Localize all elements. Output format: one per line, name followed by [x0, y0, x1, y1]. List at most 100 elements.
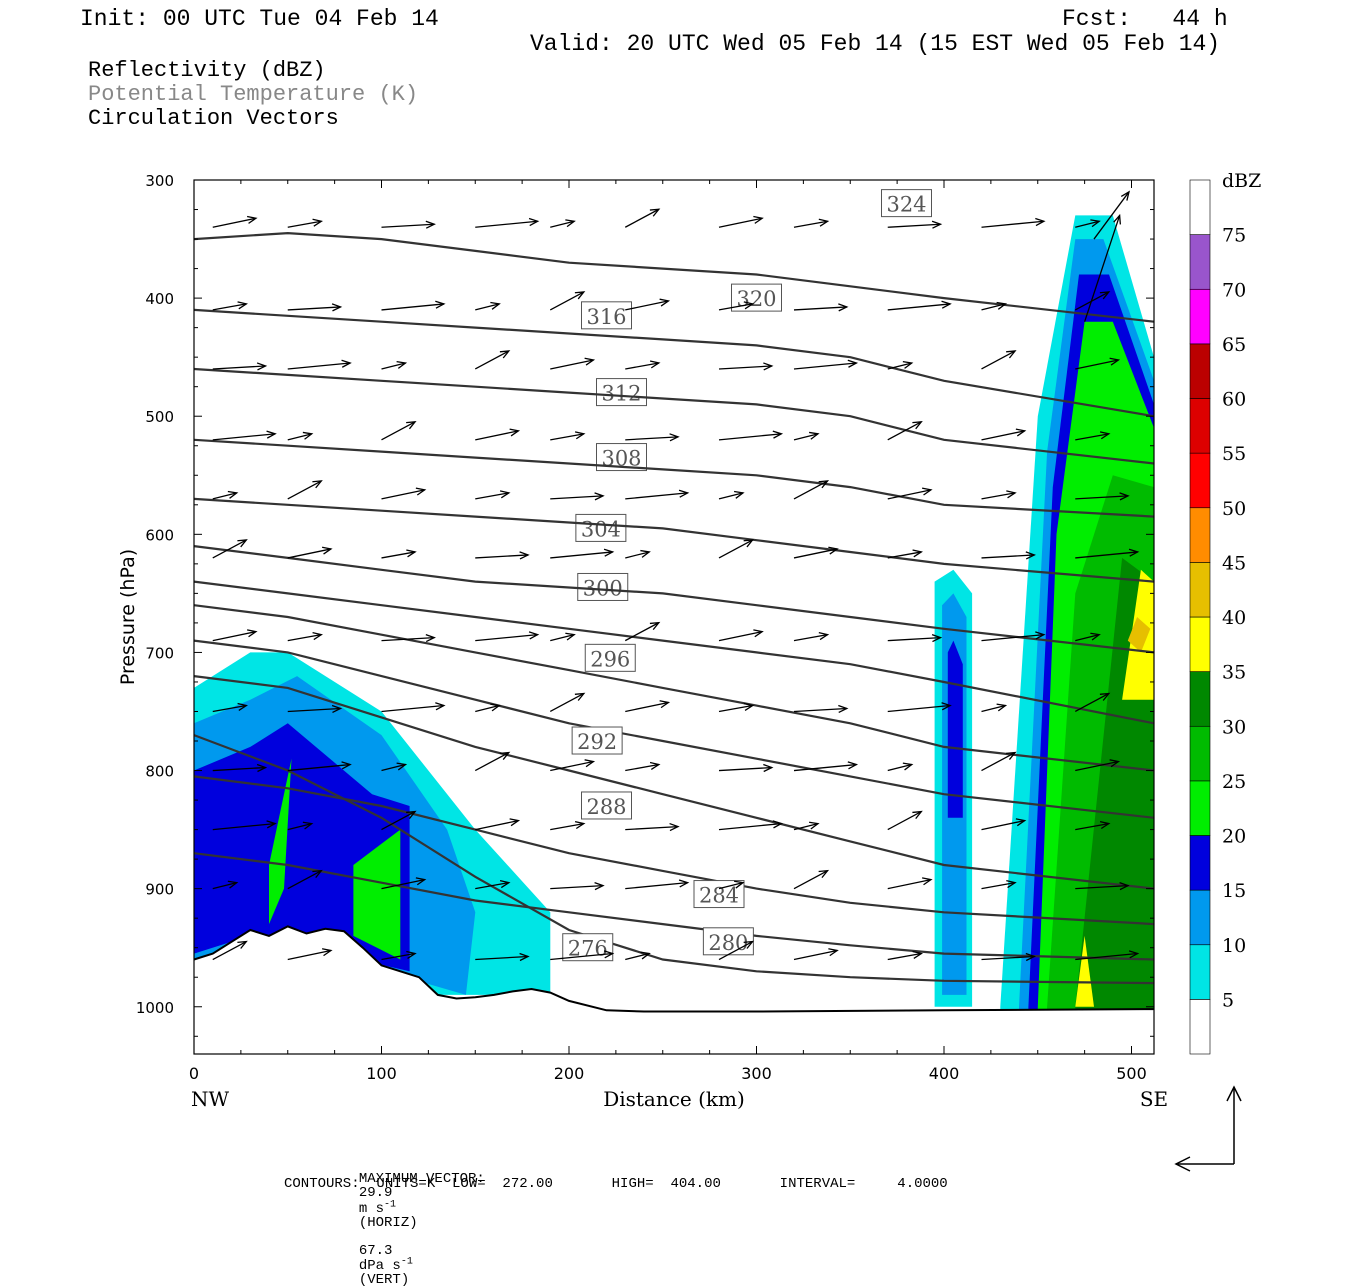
vector-shaft: [718, 630, 763, 642]
vector-head: [912, 549, 923, 558]
vector-shaft: [981, 492, 1016, 500]
vector-head: [227, 880, 239, 889]
vector-shaft: [287, 870, 322, 890]
colorbar-swatch-5: [1189, 725, 1211, 782]
theta-label-276: 276: [562, 933, 614, 962]
vector-shaft: [475, 492, 509, 500]
vector-head: [312, 869, 323, 879]
vector-head: [574, 431, 586, 440]
vector-shaft: [718, 822, 782, 831]
vector-head: [406, 421, 417, 430]
vector-shaft: [1075, 884, 1129, 890]
vector-arrow-113: [475, 880, 511, 890]
vector-head: [256, 362, 268, 371]
vector-shaft: [1075, 633, 1100, 642]
vector-arrow-7: [793, 218, 830, 228]
colorbar-swatch-6: [1189, 671, 1211, 727]
vector-head: [734, 880, 745, 889]
theta-label-box: [571, 726, 623, 755]
vector-shaft: [381, 303, 444, 311]
colorbar-swatch-0: [1189, 999, 1211, 1055]
vector-head: [669, 433, 680, 442]
x-tick-label: 500: [1116, 1064, 1147, 1083]
vector-shaft: [475, 554, 529, 559]
vector-head: [659, 700, 671, 709]
vector-shaft: [1075, 952, 1138, 961]
vector-shaft: [793, 822, 819, 831]
vector-head: [649, 621, 661, 631]
vector-head: [1090, 632, 1101, 641]
vector-shaft: [474, 751, 510, 772]
colorbar-swatch-2: [1189, 889, 1211, 946]
colorbar-swatch-12: [1189, 343, 1211, 399]
vector-shaft: [718, 303, 753, 311]
x-tick-label: 300: [741, 1064, 772, 1083]
vector-arrow-50: [718, 490, 745, 500]
vector-head: [266, 430, 277, 439]
vector-arrow-59: [550, 548, 615, 559]
vector-shaft: [475, 882, 509, 890]
vector-arrow-48: [550, 492, 605, 501]
colorbar-level-label: 30: [1222, 716, 1246, 738]
vector-arrow-84: [793, 704, 849, 714]
vector-arrow-73: [793, 631, 830, 642]
vector-head: [847, 359, 859, 368]
vector-shaft: [793, 548, 838, 559]
vector-head: [912, 950, 923, 959]
vector-arrow-33: [212, 430, 277, 441]
vector-arrow-51: [793, 480, 830, 500]
vector-arrow-60: [625, 549, 651, 559]
vector-shaft: [475, 633, 538, 642]
vector-arrow-115: [625, 879, 690, 890]
colorbar-level-label: 25: [1222, 771, 1246, 793]
vector-arrow-71: [624, 621, 661, 642]
vector-arrow-52: [887, 487, 933, 500]
vector-arrow-24: [381, 360, 408, 370]
vector-head: [499, 490, 511, 499]
vector-shaft: [212, 303, 247, 311]
vector-shaft: [381, 952, 416, 961]
vector-head: [406, 810, 417, 820]
reflectivity-region-15dbz-7: [947, 640, 963, 818]
vector-shaft: [981, 819, 1025, 831]
vector-head: [1120, 190, 1130, 201]
vector-arrow-31: [981, 350, 1017, 370]
vector-arrow-117: [793, 869, 830, 890]
theta-contour-296: [193, 604, 1155, 772]
vector-head: [528, 631, 540, 640]
theta-contour-324: [193, 231, 1155, 323]
theta-label-box: [584, 643, 636, 672]
vector-arrow-44: [212, 490, 239, 500]
theta-label-text: 288: [586, 795, 626, 819]
vector-arrow-110: [212, 880, 239, 890]
vector-arrow-61: [718, 539, 755, 559]
vector-head: [649, 360, 661, 369]
vector-arrow-121: [212, 940, 248, 961]
theta-contour-316: [193, 367, 1155, 465]
x-end-label-left: NW: [191, 1087, 230, 1111]
vector-arrow-55: [212, 539, 248, 559]
y-tick-label: 600: [145, 526, 174, 544]
vector-arrow-85: [887, 702, 952, 713]
vector-shaft: [1074, 692, 1110, 713]
vector-head: [237, 940, 248, 949]
vector-arrow-88: [212, 763, 268, 773]
vector-arrow-16: [625, 298, 671, 311]
vector-arrow-99: [212, 820, 277, 831]
vector-head: [912, 810, 923, 820]
vector-arrow-79: [381, 702, 446, 713]
vector-arrow-89: [287, 761, 352, 772]
colorbar-level-label: 65: [1222, 334, 1246, 356]
dbz-colorbar: 5 10 15 20 25 30 35 40 45 50 55 60 65 70 75 dBZ: [1189, 170, 1261, 1055]
vector-arrow-43: [1075, 431, 1111, 441]
vector-shaft: [381, 763, 406, 772]
vector-shaft: [212, 704, 247, 713]
vector-shaft: [625, 492, 688, 500]
vector-shaft: [550, 495, 604, 500]
vector-head: [237, 539, 248, 548]
vector-shaft: [625, 763, 659, 772]
colorbar-level-label: 35: [1222, 662, 1246, 684]
colorbar-swatch-1: [1189, 944, 1211, 1000]
colorbar-swatch-3: [1189, 835, 1211, 891]
vector-shaft: [1075, 822, 1109, 831]
